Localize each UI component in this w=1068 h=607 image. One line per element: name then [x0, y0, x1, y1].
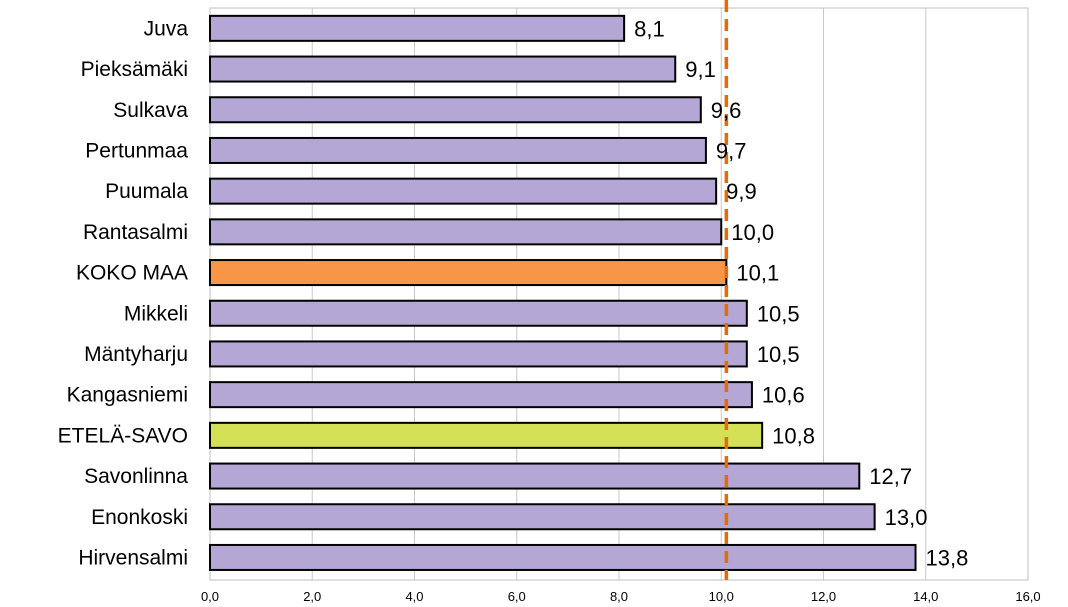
category-label: Pieksämäki — [81, 58, 188, 81]
data-label: 10,0 — [731, 220, 774, 245]
x-tick-label: 16,0 — [1015, 589, 1040, 604]
x-tick-label: 12,0 — [811, 589, 836, 604]
data-label: 10,8 — [772, 423, 815, 448]
category-label: Kangasniemi — [67, 384, 188, 407]
category-label: KOKO MAA — [76, 262, 188, 285]
bar-juva — [209, 14, 626, 42]
bar-etela-savo — [209, 421, 764, 449]
bar-kangasniemi — [209, 381, 753, 409]
x-tick-label: 10,0 — [709, 589, 734, 604]
x-tick-label: 14,0 — [913, 589, 938, 604]
data-label: 10,1 — [736, 261, 779, 286]
bar-pertunmaa — [209, 136, 707, 164]
bar-rantasalmi — [209, 218, 723, 246]
bar-koko-maa — [209, 259, 728, 287]
x-tick-label: 2,0 — [303, 589, 321, 604]
category-label: Juva — [144, 17, 189, 40]
bar-enonkoski — [209, 503, 876, 531]
category-label: ETELÄ-SAVO — [58, 424, 188, 447]
x-tick-label: 0,0 — [201, 589, 219, 604]
bar-mikkeli — [209, 299, 748, 327]
bar-sulkava — [209, 96, 702, 124]
category-label: Pertunmaa — [85, 139, 188, 162]
x-axis-ticks: 0,0 2,0 4,0 6,0 8,0 10,0 12,0 14,0 16,0 — [201, 589, 1041, 604]
category-label: Hirvensalmi — [78, 546, 188, 569]
data-label: 10,6 — [762, 383, 805, 408]
plot-area-frame — [209, 7, 1029, 581]
category-label: Mäntyharju — [84, 343, 188, 366]
data-label: 9,6 — [711, 98, 742, 123]
bar-layer — [209, 14, 917, 571]
data-label: 9,1 — [685, 57, 716, 82]
x-tick-label: 4,0 — [405, 589, 423, 604]
data-label: 8,1 — [634, 16, 665, 41]
bar-hirvensalmi — [209, 543, 917, 571]
label-layer: Juva 8,1 Pieksämäki 9,1 Sulkava 9,6 Pertunmaa 9… — [58, 16, 969, 570]
bar-savonlinna — [209, 462, 861, 490]
category-label: Sulkava — [113, 99, 188, 122]
grid-layer — [311, 8, 927, 580]
data-label: 9,7 — [716, 138, 747, 163]
bar-mantyharju — [209, 340, 748, 368]
bar-puumala — [209, 177, 718, 205]
data-label: 9,9 — [726, 179, 757, 204]
data-label: 13,0 — [885, 505, 928, 530]
x-tick-label: 6,0 — [508, 589, 526, 604]
x-tick-label: 8,0 — [610, 589, 628, 604]
category-label: Rantasalmi — [83, 221, 188, 244]
category-label: Puumala — [105, 180, 188, 203]
category-label: Enonkoski — [91, 506, 188, 529]
data-label: 12,7 — [869, 464, 912, 489]
bar-pieksamaki — [209, 55, 677, 83]
data-label: 10,5 — [757, 342, 800, 367]
category-label: Savonlinna — [84, 465, 188, 488]
data-label: 13,8 — [926, 545, 969, 570]
data-label: 10,5 — [757, 301, 800, 326]
category-label: Mikkeli — [124, 302, 188, 325]
